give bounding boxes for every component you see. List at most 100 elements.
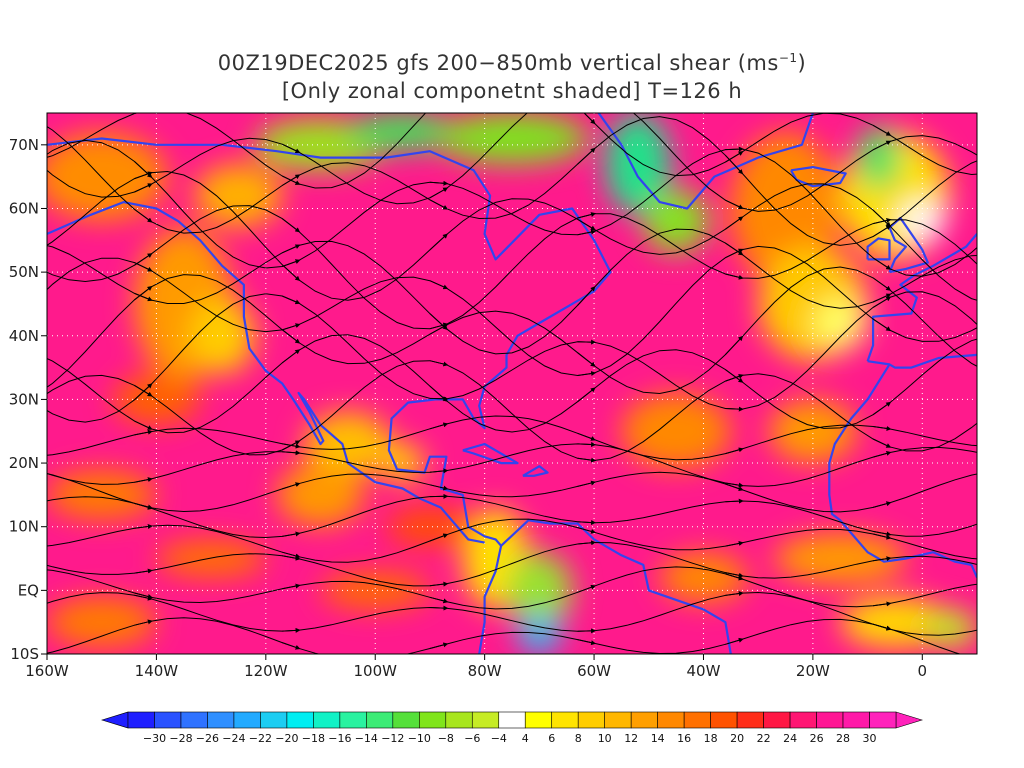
y-tick-label: 40N [9, 327, 39, 345]
streamline-arrow [134, 619, 153, 626]
colorbar-swatch [683, 711, 711, 729]
streamline-arrow [429, 233, 448, 251]
streamline-arrow [725, 273, 744, 280]
streamline-arrow [429, 581, 449, 587]
colorbar-label: −18 [302, 732, 325, 745]
streamline-arrow [725, 335, 744, 355]
streamline [47, 334, 977, 434]
colorbar-swatch [657, 711, 685, 729]
streamline-arrow [282, 450, 301, 456]
colorbar: −30 −28 −26 −24 −22 −20 −18 −16 −14 −12 −10 −8 −6 −4 4… [100, 711, 924, 745]
streamline-arrow [282, 323, 301, 331]
streamline-arrow [577, 147, 596, 165]
streamline-arrow [872, 318, 892, 332]
colorbar-label: 24 [783, 732, 797, 745]
streamline-arrow [429, 280, 449, 290]
colorbar-swatch [313, 711, 341, 729]
y-tick-label: EQ [18, 581, 39, 599]
streamline-arrow [281, 175, 301, 185]
map-area [47, 88, 977, 654]
colorbar-swatch [366, 711, 394, 729]
streamline-arrow [281, 264, 301, 282]
streamline-arrow [134, 420, 153, 430]
streamline-arrow [577, 286, 596, 306]
streamline-arrow [134, 568, 153, 574]
longitude-axis: 160W 140W 120W 100W 80W 60W 40W 20W 0 [25, 654, 927, 680]
streamline [47, 591, 977, 636]
streamline-arrow [725, 591, 744, 596]
streamline-arrow [429, 322, 449, 330]
streamline-arrow [725, 406, 744, 412]
streamline-arrow [577, 218, 596, 231]
streamline-arrow [873, 601, 892, 607]
colorbar-swatch [154, 711, 182, 729]
streamline-arrow [577, 212, 597, 219]
streamline [47, 228, 977, 355]
streamline-arrow [134, 183, 153, 193]
colorbar-label: −24 [222, 732, 245, 745]
colorbar-swatch [471, 711, 500, 729]
colorbar-low-arrow [100, 711, 129, 729]
streamline-arrow [429, 642, 449, 649]
streamline-arrow [578, 88, 595, 90]
colorbar-swatch [710, 711, 738, 729]
x-tick-label: 20W [796, 662, 830, 680]
colorbar-label: 14 [651, 732, 665, 745]
coastline [866, 233, 977, 362]
colorbar-label: −8 [438, 732, 454, 745]
x-tick-label: 0 [918, 662, 928, 680]
plot-title: 00Z19DEC2025 gfs 200−850mb vertical shea… [0, 44, 1024, 105]
streamline [47, 518, 977, 563]
y-tick-label: 50N [9, 263, 39, 281]
streamline-arrow [429, 187, 449, 199]
colorbar-label: 20 [730, 732, 744, 745]
streamline-arrow [281, 440, 301, 451]
colorbar-label: 12 [624, 732, 638, 745]
latitude-axis: 10S EQ 10N 20N 30N 40N 50N 60N 70N [9, 136, 47, 663]
shear-region [194, 163, 283, 228]
map-frame [46, 112, 978, 655]
x-tick-label: 120W [244, 662, 288, 680]
streamline [47, 170, 977, 301]
streamline-arrow [577, 527, 597, 534]
streamline-arrow [725, 637, 744, 645]
streamline-arrow [281, 244, 301, 254]
colorbar-high-arrow [895, 711, 924, 729]
colorbar-label: −26 [196, 732, 219, 745]
colorbar-swatch [736, 711, 764, 729]
shear-region [386, 507, 474, 546]
colorbar-swatch [551, 711, 579, 729]
shear-region [47, 132, 168, 222]
streamline-arrow [429, 596, 449, 604]
colorbar-swatch [577, 711, 605, 729]
x-tick-label: 140W [135, 662, 179, 680]
streamlines [47, 88, 977, 654]
shear-region [47, 596, 157, 648]
colorbar-swatch [816, 711, 844, 729]
colorbar-label: 30 [863, 732, 877, 745]
streamline-arrow [872, 124, 892, 136]
streamline-arrow [725, 482, 744, 488]
streamline-arrow [429, 180, 449, 186]
streamline-arrow [577, 639, 597, 646]
streamline-arrow [134, 208, 153, 223]
streamline-arrow [134, 285, 153, 301]
streamline-arrow [872, 296, 892, 308]
shear-region [517, 615, 562, 654]
colorbar-swatch [127, 711, 155, 729]
streamline-arrow [281, 329, 301, 344]
streamline-arrow [583, 113, 596, 125]
title-line-1: 00Z19DEC2025 gfs 200−850mb vertical shea… [0, 44, 1024, 77]
streamline-arrow [725, 447, 744, 455]
streamline-arrow [725, 199, 744, 209]
colorbar-label: −22 [249, 732, 272, 745]
colorbar-swatch [260, 711, 288, 729]
streamline-arrow [725, 498, 744, 504]
colorbar-label: 16 [677, 732, 691, 745]
shear-region [774, 533, 906, 584]
shear-region [320, 571, 430, 610]
streamline-arrow [725, 154, 744, 175]
colorbar-swatch [763, 711, 791, 729]
coastline [828, 363, 977, 579]
shear-region [605, 113, 671, 215]
